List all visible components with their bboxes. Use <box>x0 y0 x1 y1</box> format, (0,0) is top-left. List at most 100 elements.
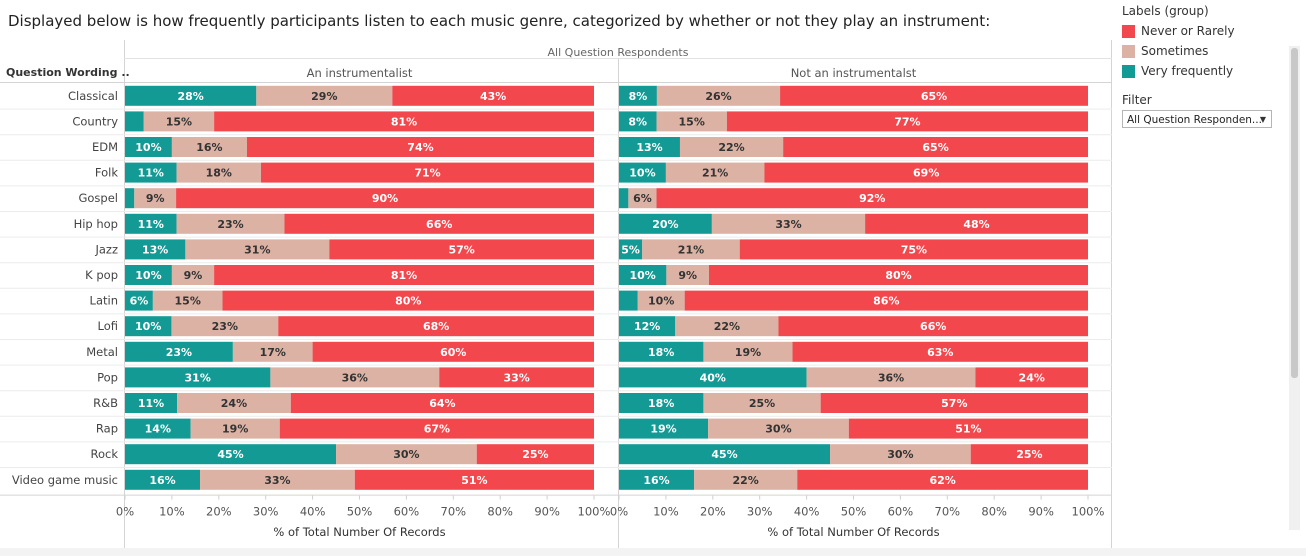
category-label: R&B <box>93 396 118 410</box>
bar-very-frequently <box>619 290 638 311</box>
bar-never-or-rarely <box>783 137 1088 157</box>
bar-never-or-rarely <box>792 341 1088 362</box>
bar-value-label: 26% <box>705 90 731 103</box>
bar-value-label: 19% <box>222 423 248 436</box>
bar-value-label: 65% <box>921 90 947 103</box>
bar-value-label: 63% <box>927 346 953 359</box>
bar-sometimes <box>185 239 330 260</box>
legend-label: Never or Rarely <box>1141 24 1235 38</box>
bar-sometimes <box>679 137 784 157</box>
x-tick-label: 80% <box>981 505 1007 519</box>
bar-value-label: 80% <box>885 269 911 282</box>
bar-never-or-rarely <box>684 290 1088 311</box>
bar-value-label: 6% <box>130 295 149 308</box>
bar-value-label: 16% <box>643 474 669 487</box>
bar-never-or-rarely <box>176 188 594 209</box>
panel-header: An instrumentalist <box>307 66 413 80</box>
bar-value-label: 24% <box>221 397 247 410</box>
bar-value-label: 18% <box>648 397 674 410</box>
bar-sometimes <box>665 162 765 183</box>
bar-value-label: 16% <box>196 141 222 154</box>
bar-value-label: 60% <box>440 346 466 359</box>
x-tick-label: 30% <box>253 505 279 519</box>
bar-value-label: 81% <box>391 269 417 282</box>
bar-very-frequently <box>125 162 177 183</box>
category-label: Rock <box>91 447 119 461</box>
category-label: Country <box>72 114 118 128</box>
legend-item-never-or-rarely[interactable]: Never or Rarely <box>1122 21 1292 41</box>
bar-very-frequently <box>125 418 191 439</box>
bar-value-label: 30% <box>765 423 791 436</box>
bar-never-or-rarely <box>392 85 594 106</box>
bar-value-label: 10% <box>135 320 161 333</box>
bar-value-label: 25% <box>1016 448 1042 461</box>
legend-item-very-frequently[interactable]: Very frequently <box>1122 61 1292 81</box>
bar-value-label: 11% <box>138 218 164 231</box>
bar-value-label: 43% <box>480 90 506 103</box>
x-tick-label: 70% <box>441 505 467 519</box>
bar-sometimes <box>152 290 223 311</box>
bar-never-or-rarely <box>975 367 1088 388</box>
legend-panel: Labels (group) Never or Rarely Sometimes… <box>1122 4 1292 128</box>
bar-very-frequently <box>619 444 831 465</box>
bar-value-label: 20% <box>652 218 678 231</box>
filter-dropdown[interactable]: All Question Responden... ▼ <box>1122 110 1272 128</box>
dropdown-arrow-icon: ▼ <box>1259 115 1266 124</box>
column-header-all-respondents: All Question Respondents <box>548 46 689 59</box>
x-tick-label: 0% <box>610 505 628 519</box>
bar-value-label: 81% <box>391 115 417 128</box>
bar-never-or-rarely <box>278 316 594 337</box>
bar-value-label: 64% <box>429 397 455 410</box>
bar-very-frequently <box>619 265 667 285</box>
bar-sometimes <box>176 162 262 183</box>
bottom-strip <box>0 548 1306 556</box>
bar-value-label: 9% <box>146 192 165 205</box>
legend-swatch-sometimes <box>1122 44 1135 58</box>
bar-never-or-rarely <box>290 393 594 413</box>
bar-value-label: 16% <box>149 474 175 487</box>
bar-value-label: 11% <box>138 167 164 180</box>
x-tick-label: 50% <box>841 505 867 519</box>
bar-value-label: 8% <box>629 90 648 103</box>
scrollbar-thumb[interactable] <box>1291 48 1298 378</box>
bar-value-label: 6% <box>633 192 652 205</box>
bar-value-label: 5% <box>621 243 640 256</box>
bar-value-label: 15% <box>679 115 705 128</box>
bar-value-label: 23% <box>217 218 243 231</box>
bar-sometimes <box>703 341 793 362</box>
bar-very-frequently <box>125 444 337 465</box>
bar-value-label: 15% <box>175 295 201 308</box>
bar-sometimes <box>134 188 177 209</box>
bar-sometimes <box>642 239 740 260</box>
bar-very-frequently <box>619 85 657 106</box>
legend-item-sometimes[interactable]: Sometimes <box>1122 41 1292 61</box>
x-tick-label: 10% <box>159 505 185 519</box>
bar-value-label: 12% <box>634 320 660 333</box>
bar-never-or-rarely <box>656 188 1088 209</box>
bar-sometimes <box>694 469 798 490</box>
bar-sometimes <box>143 111 215 132</box>
bar-value-label: 71% <box>414 167 440 180</box>
bar-never-or-rarely <box>970 444 1088 465</box>
x-tick-label: 50% <box>347 505 373 519</box>
bar-never-or-rarely <box>797 469 1088 490</box>
bar-very-frequently <box>125 469 201 490</box>
bar-very-frequently <box>619 469 695 490</box>
bar-value-label: 65% <box>922 141 948 154</box>
bar-value-label: 33% <box>503 371 529 384</box>
bar-very-frequently <box>619 137 680 157</box>
bar-value-label: 67% <box>424 423 450 436</box>
bar-very-frequently <box>619 341 704 362</box>
x-axis-title: % of Total Number Of Records <box>273 525 445 539</box>
bar-never-or-rarely <box>764 162 1088 183</box>
legend-label: Sometimes <box>1141 44 1209 58</box>
bar-value-label: 66% <box>426 218 452 231</box>
filter-value: All Question Responden... <box>1127 114 1262 126</box>
bar-very-frequently <box>125 316 172 337</box>
bar-value-label: 57% <box>448 243 474 256</box>
bar-never-or-rarely <box>865 213 1088 234</box>
bar-very-frequently <box>619 418 709 439</box>
x-tick-label: 100% <box>578 505 611 519</box>
bar-sometimes <box>270 367 440 388</box>
bar-never-or-rarely <box>848 418 1088 439</box>
